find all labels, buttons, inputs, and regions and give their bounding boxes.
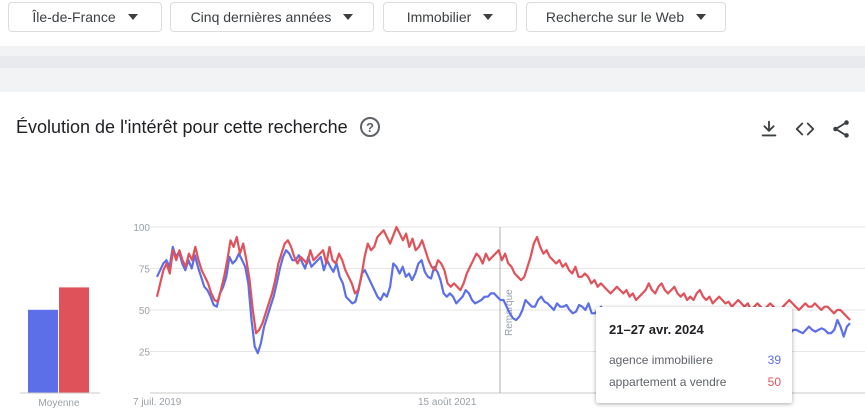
region-dropdown[interactable]: Île-de-France [8, 2, 162, 32]
tooltip-date: 21–27 avr. 2024 [609, 322, 704, 337]
x-tick-label: 7 juil. 2019 [133, 397, 182, 408]
section-title: Évolution de l'intérêt pour cette recher… [16, 117, 348, 137]
y-tick-label: 25 [139, 348, 151, 359]
download-icon[interactable] [758, 118, 780, 140]
average-bar [28, 309, 58, 393]
section-divider [0, 46, 865, 92]
tooltip-row: appartement a vendre 50 [609, 375, 781, 389]
region-dropdown-label: Île-de-France [32, 9, 116, 25]
tooltip-series-value: 39 [767, 353, 781, 367]
chevron-down-icon [483, 14, 494, 20]
tooltip-series-name: agence immobiliere [609, 353, 714, 367]
average-bar-chart: Moyenne [20, 287, 100, 409]
average-category-label: Moyenne [38, 398, 80, 409]
y-tick-label: 50 [139, 306, 151, 317]
average-bar [59, 287, 89, 393]
period-dropdown[interactable]: Cinq dernières années [170, 2, 374, 32]
tooltip-row: agence immobiliere 39 [609, 353, 781, 367]
y-tick-label: 100 [133, 223, 150, 234]
period-dropdown-label: Cinq dernières années [190, 9, 332, 25]
x-tick-label: 15 août 2021 [418, 397, 477, 408]
help-icon[interactable]: ? [360, 117, 380, 137]
chart-tooltip: 21–27 avr. 2024 agence immobiliere 39 ap… [596, 307, 792, 403]
tooltip-series-name: appartement a vendre [609, 375, 727, 389]
share-icon[interactable] [830, 118, 852, 140]
category-dropdown-label: Immobilier [406, 9, 472, 25]
chevron-down-icon [343, 14, 354, 20]
embed-icon[interactable] [794, 118, 816, 140]
search-type-dropdown[interactable]: Recherche sur le Web [526, 2, 726, 32]
chevron-down-icon [127, 14, 138, 20]
chevron-down-icon [696, 14, 707, 20]
category-dropdown[interactable]: Immobilier [383, 2, 517, 32]
tooltip-series-value: 50 [767, 375, 781, 389]
series-line [155, 225, 851, 335]
filter-bar: Île-de-France Cinq dernières années Immo… [0, 0, 865, 40]
search-type-dropdown-label: Recherche sur le Web [545, 9, 685, 25]
y-tick-label: 75 [139, 265, 151, 276]
